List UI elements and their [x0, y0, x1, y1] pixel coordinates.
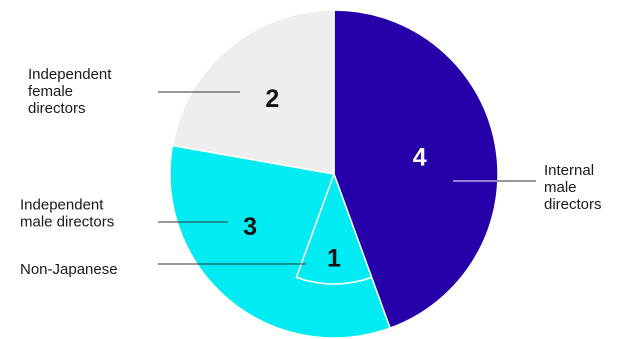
pie-slice-internal: [333, 9, 499, 330]
value-label-independent_female: 2: [265, 85, 279, 113]
value-label-subgroup: 1: [327, 245, 341, 273]
slice-independent_female-label: Independent female directors: [28, 66, 112, 117]
subgroup-label: Non-Japanese: [20, 261, 118, 278]
pie-slice-independent_male: [169, 144, 392, 339]
value-label-independent_male: 3: [243, 213, 257, 241]
slice-internal-label: Internal male directors: [544, 162, 602, 213]
slice-independent_male-label: Independent male directors: [20, 196, 114, 230]
pie-slice-independent_female: [171, 9, 335, 175]
subgroup-outline: [295, 173, 372, 285]
value-label-internal: 4: [413, 144, 427, 172]
